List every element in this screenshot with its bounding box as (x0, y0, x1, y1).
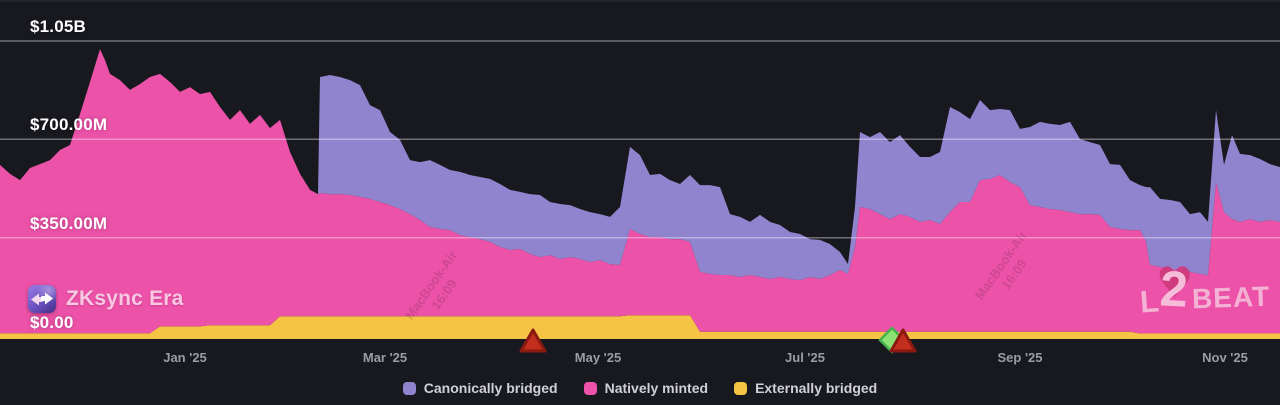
y-axis-label-700m: $700.00M (30, 115, 108, 134)
l2beat-logo-beat: BEAT (1191, 280, 1271, 315)
legend-item-natively-minted[interactable]: Natively minted (583, 380, 709, 396)
project-overlay: ZKsync Era (28, 285, 184, 313)
l2beat-logo: ♥ L 2 BEAT (1138, 260, 1271, 326)
legend-item-externally-bridged[interactable]: Externally bridged (734, 380, 877, 396)
alert-triangle-marker[interactable] (889, 328, 917, 353)
zksync-swap-arrows-icon (28, 285, 56, 313)
area-externally-bridged (0, 315, 1280, 339)
x-axis-label-may25: May '25 (574, 350, 622, 365)
legend-swatch-yellow (734, 381, 748, 395)
l2beat-logo-l: L (1138, 283, 1161, 320)
legend-swatch-pink (583, 381, 597, 395)
legend-item-canonically-bridged[interactable]: Canonically bridged (402, 380, 558, 396)
legend-label: Canonically bridged (423, 380, 558, 396)
y-axis-label-350m: $350.00M (30, 214, 108, 233)
area-natively-minted (0, 49, 1280, 334)
event-markers[interactable] (519, 326, 917, 354)
y-axis-label-0: $0.00 (30, 313, 74, 332)
alert-triangle-marker[interactable] (519, 328, 547, 353)
legend-label: Externally bridged (755, 380, 878, 396)
x-axis-label-nov25: Nov '25 (1202, 350, 1248, 365)
project-name: ZKsync Era (66, 287, 184, 310)
x-axis-label-jan25: Jan '25 (163, 350, 207, 365)
x-axis-label-jul25: Jul '25 (785, 350, 825, 365)
chart-legend: Canonically bridged Natively minted Exte… (0, 380, 1280, 396)
legend-label: Natively minted (604, 380, 709, 396)
heart-icon: ♥ (1156, 258, 1194, 307)
y-axis-label-1050m: $1.05B (30, 17, 87, 36)
legend-swatch-purple (402, 381, 416, 395)
area-canonically-bridged (0, 49, 1280, 281)
l2beat-logo-2: 2 (1158, 260, 1190, 318)
x-axis-label-sep25: Sep '25 (997, 350, 1043, 365)
x-axis-label-mar25: Mar '25 (362, 350, 408, 365)
